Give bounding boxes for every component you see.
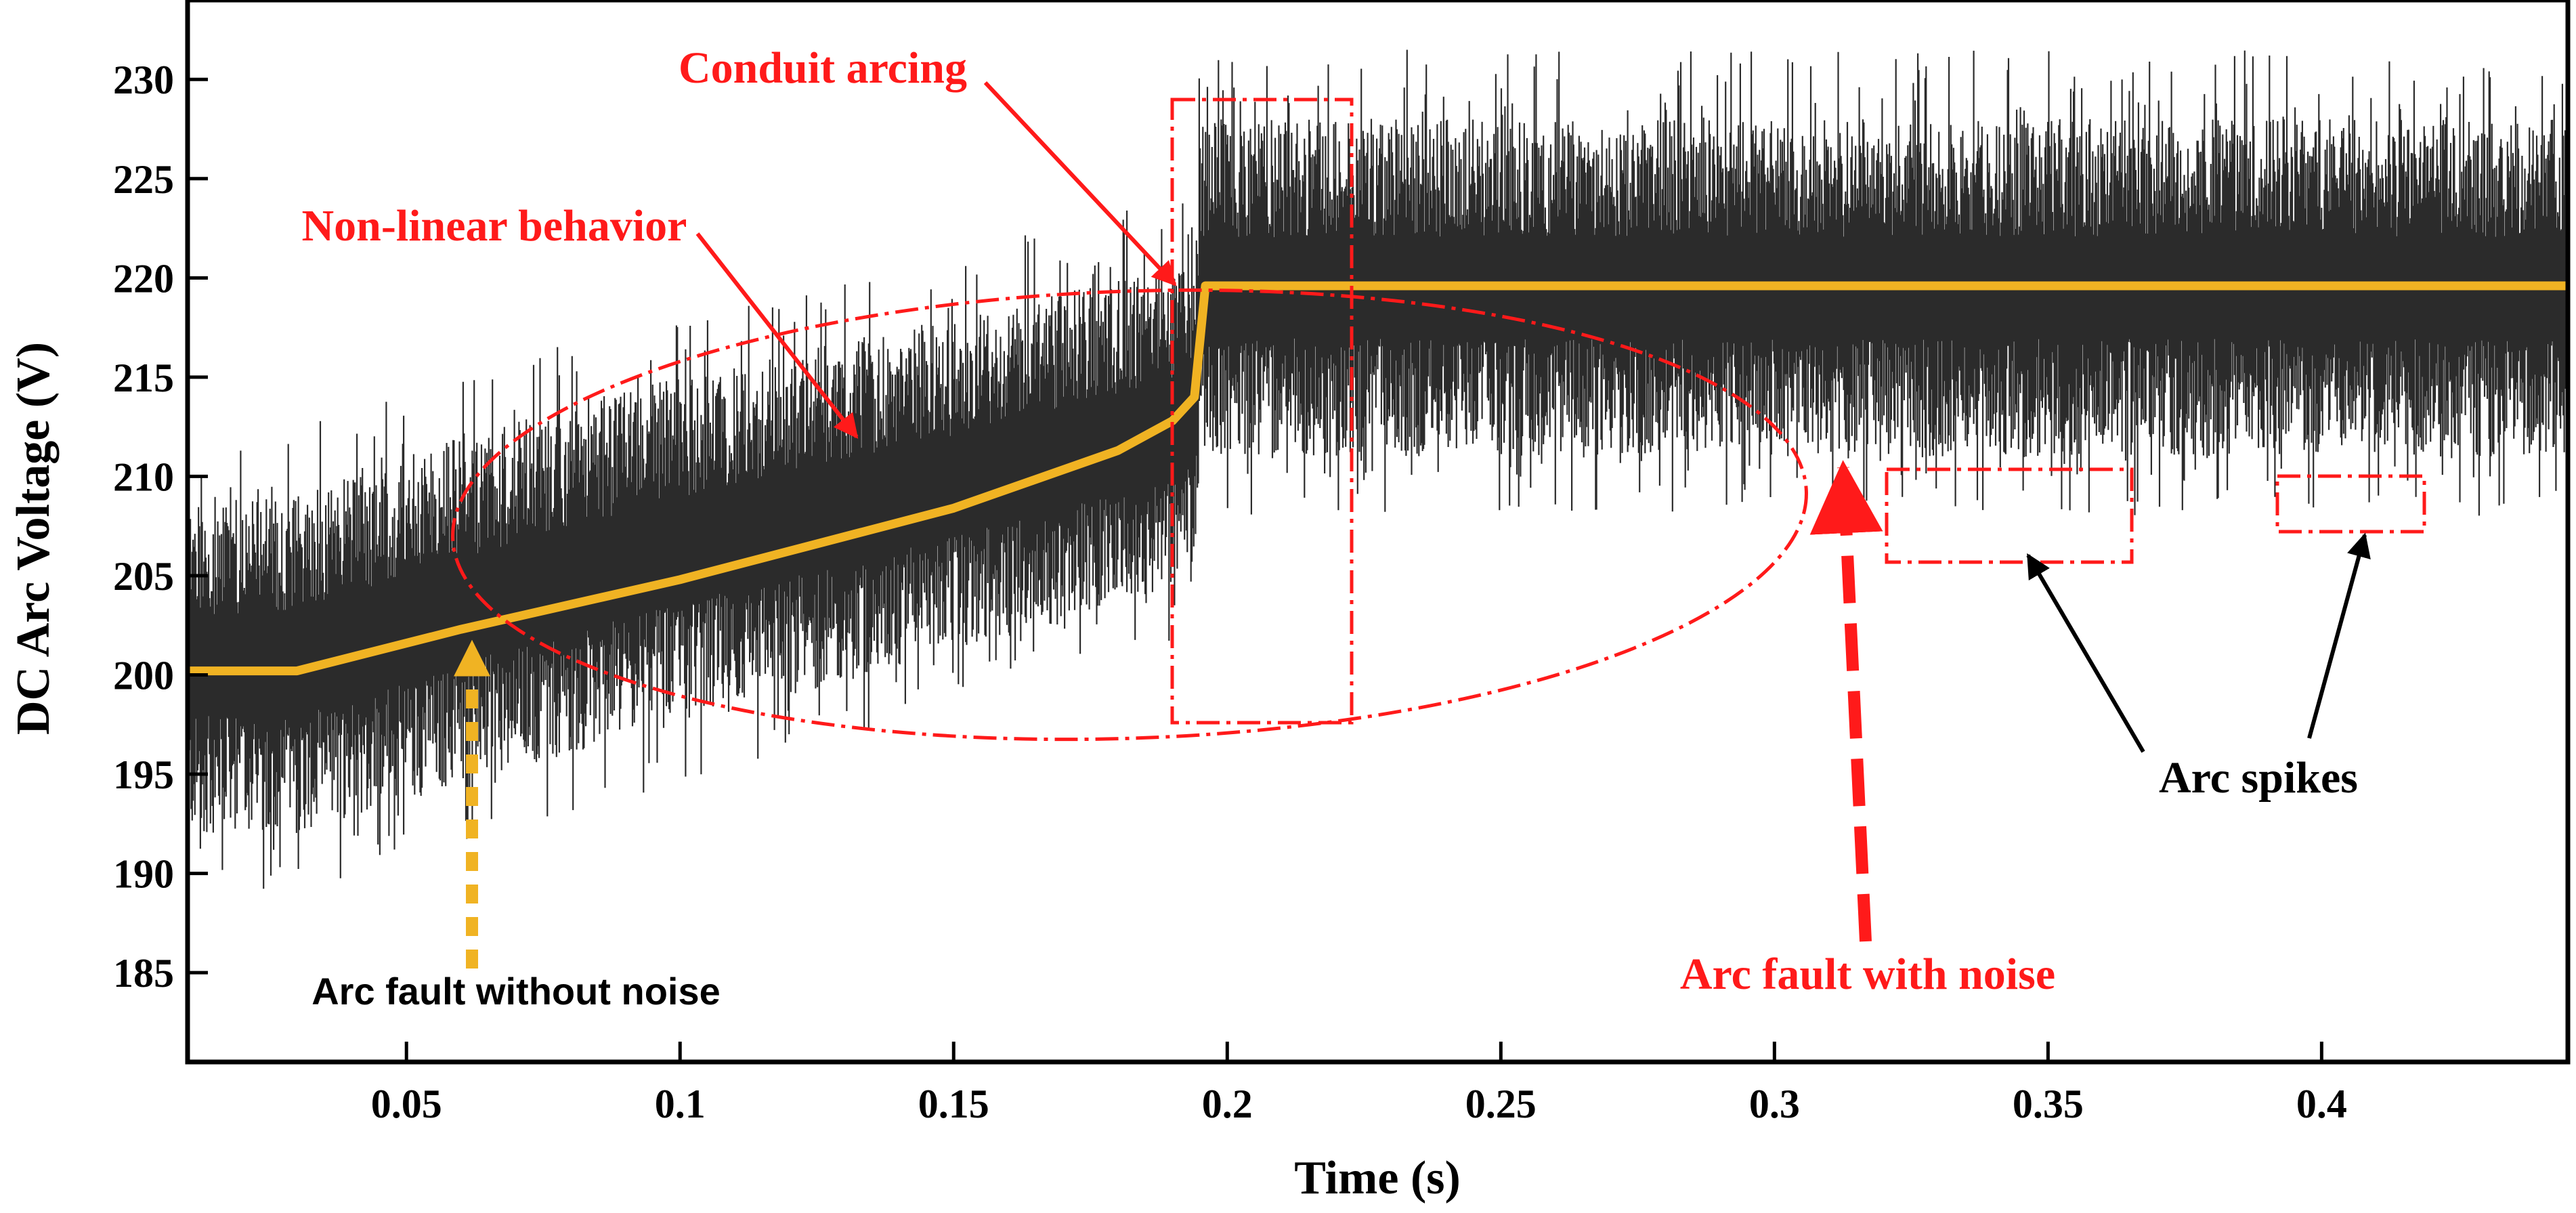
x-axis-ticks: 0.05 0.1 0.15 0.2 0.25 0.3 0.35 0.4 <box>371 1042 2347 1126</box>
non-linear-arrow <box>695 232 859 439</box>
y-axis-label: DC Arc Voltage (V) <box>7 342 60 735</box>
y-tick-label: 200 <box>113 653 174 698</box>
conduit-arcing-arrow <box>983 81 1177 286</box>
x-tick-label: 0.25 <box>1465 1082 1537 1126</box>
arc-spikes-box-2 <box>2275 474 2426 534</box>
conduit-arcing-box <box>1170 98 1354 725</box>
y-tick-label: 205 <box>113 554 174 599</box>
arc-spikes-arrow-2 <box>2307 532 2371 739</box>
y-tick-label: 185 <box>113 951 174 996</box>
y-tick-label: 220 <box>113 256 174 301</box>
fault-with-noise-arrow <box>1809 460 1883 942</box>
noisy-signal-trace <box>188 49 2568 889</box>
x-tick-label: 0.05 <box>371 1082 442 1126</box>
arc-spikes-box-1 <box>1885 467 2134 564</box>
noisy-signal-series <box>188 49 2568 889</box>
axes-frame <box>185 0 2571 1065</box>
y-tick-label: 190 <box>113 852 174 897</box>
arc-spikes-arrow-1 <box>2026 553 2145 753</box>
clean-signal-line <box>188 281 2568 676</box>
non-linear-ellipse <box>451 288 1808 742</box>
y-axis-ticks: 185 190 195 200 205 210 215 220 225 230 <box>113 58 208 996</box>
x-tick-label: 0.15 <box>918 1082 989 1126</box>
x-tick-label: 0.35 <box>2013 1082 2084 1126</box>
y-tick-label: 195 <box>113 752 174 797</box>
non-linear-label: Non-linear behavior <box>302 201 687 251</box>
fault-without-noise-label: Arc fault without noise <box>312 970 721 1013</box>
y-tick-label: 215 <box>113 356 174 400</box>
y-tick-label: 210 <box>113 454 174 499</box>
conduit-arcing-label: Conduit arcing <box>679 43 967 93</box>
y-tick-label: 230 <box>113 58 174 102</box>
fault-with-noise-label: Arc fault with noise <box>1680 950 2055 999</box>
x-tick-label: 0.4 <box>2296 1082 2347 1126</box>
arc-spikes-label: Arc spikes <box>2159 753 2358 803</box>
x-tick-label: 0.3 <box>1749 1082 1800 1126</box>
x-tick-label: 0.2 <box>1202 1082 1253 1126</box>
x-tick-label: 0.1 <box>655 1082 706 1126</box>
y-tick-label: 225 <box>113 157 174 202</box>
x-axis-label: Time (s) <box>1294 1152 1461 1204</box>
